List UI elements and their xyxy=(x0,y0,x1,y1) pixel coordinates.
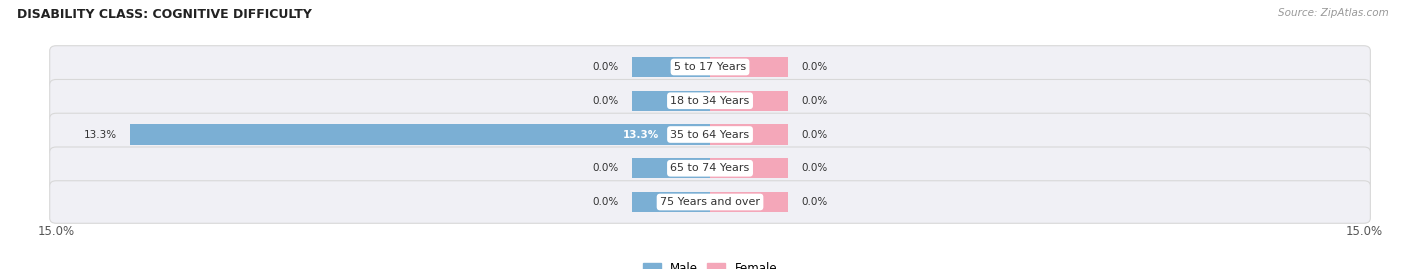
Text: Source: ZipAtlas.com: Source: ZipAtlas.com xyxy=(1278,8,1389,18)
FancyBboxPatch shape xyxy=(49,147,1371,190)
FancyBboxPatch shape xyxy=(49,46,1371,88)
Text: 75 Years and over: 75 Years and over xyxy=(659,197,761,207)
Text: 35 to 64 Years: 35 to 64 Years xyxy=(671,129,749,140)
Bar xyxy=(710,158,789,178)
Bar xyxy=(131,124,710,145)
Bar xyxy=(631,57,710,77)
Text: 0.0%: 0.0% xyxy=(801,197,828,207)
Bar xyxy=(631,192,710,212)
Text: 5 to 17 Years: 5 to 17 Years xyxy=(673,62,747,72)
Text: 65 to 74 Years: 65 to 74 Years xyxy=(671,163,749,173)
FancyBboxPatch shape xyxy=(49,113,1371,156)
Text: 0.0%: 0.0% xyxy=(801,129,828,140)
Text: 0.0%: 0.0% xyxy=(592,62,619,72)
Bar xyxy=(631,91,710,111)
Text: 0.0%: 0.0% xyxy=(801,96,828,106)
Legend: Male, Female: Male, Female xyxy=(638,258,782,269)
FancyBboxPatch shape xyxy=(49,181,1371,223)
Bar xyxy=(710,57,789,77)
Text: 0.0%: 0.0% xyxy=(592,197,619,207)
Text: 13.3%: 13.3% xyxy=(623,129,659,140)
FancyBboxPatch shape xyxy=(49,79,1371,122)
Bar xyxy=(710,124,789,145)
Bar xyxy=(710,91,789,111)
Text: DISABILITY CLASS: COGNITIVE DIFFICULTY: DISABILITY CLASS: COGNITIVE DIFFICULTY xyxy=(17,8,312,21)
Text: 0.0%: 0.0% xyxy=(592,96,619,106)
Text: 13.3%: 13.3% xyxy=(84,129,117,140)
Text: 0.0%: 0.0% xyxy=(801,163,828,173)
Text: 0.0%: 0.0% xyxy=(801,62,828,72)
Bar xyxy=(710,192,789,212)
Text: 0.0%: 0.0% xyxy=(592,163,619,173)
Bar xyxy=(631,158,710,178)
Text: 18 to 34 Years: 18 to 34 Years xyxy=(671,96,749,106)
